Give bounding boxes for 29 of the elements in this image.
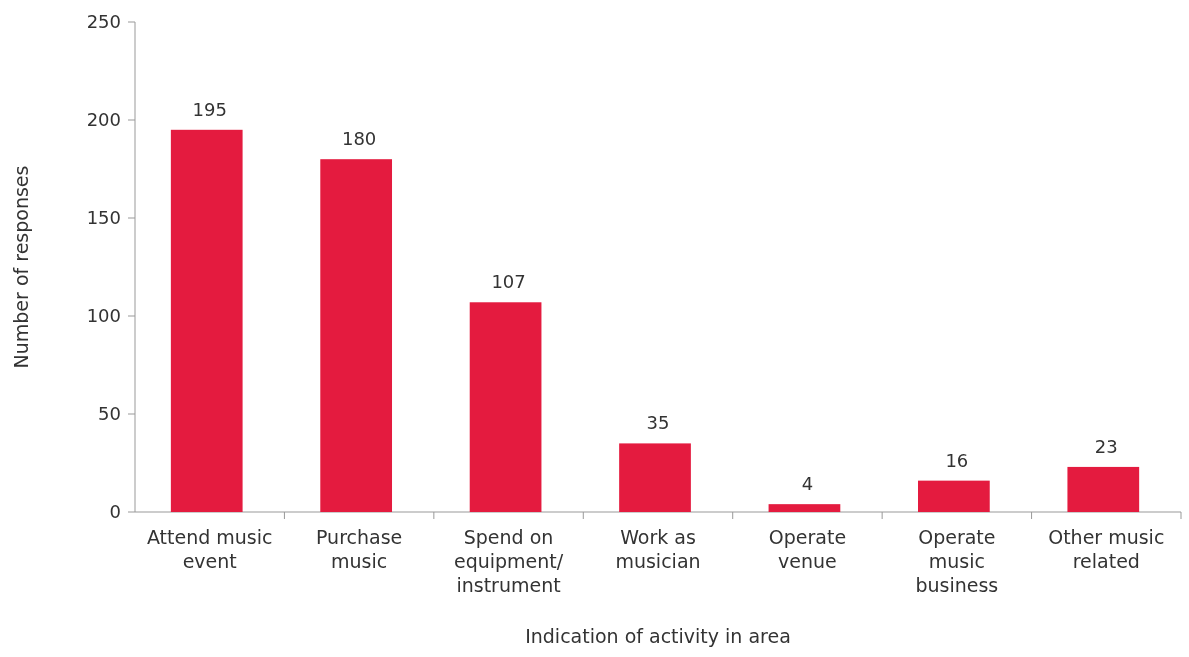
x-tick-label: Spend on equipment/ instrument [453, 526, 564, 596]
bar [918, 480, 990, 512]
data-label: 180 [341, 128, 377, 150]
data-label: 16 [945, 449, 969, 471]
x-tick-label: Purchase music [316, 526, 403, 572]
data-label: 4 [801, 473, 814, 495]
bar [768, 504, 841, 512]
data-label: 107 [491, 271, 526, 293]
bar [619, 443, 691, 512]
bar [320, 159, 393, 512]
data-label: 195 [192, 98, 227, 120]
x-tick-label: Attend music event [146, 526, 273, 572]
y-tick-label: 250 [86, 11, 121, 33]
y-tick-label: 200 [86, 109, 121, 131]
x-tick-label: Work as musician [615, 526, 701, 572]
bar [1067, 466, 1140, 512]
x-tick-label: Operate music business [915, 526, 999, 596]
y-tick-label: 50 [98, 403, 121, 425]
y-axis-title: Number of responses [10, 165, 32, 369]
x-tick-label: Other music related [1048, 526, 1165, 572]
y-tick-label: 100 [86, 305, 121, 327]
bar [170, 129, 243, 512]
y-tick-label: 0 [109, 501, 121, 523]
y-tick-label: 150 [86, 207, 121, 229]
x-axis-title: Indication of activity in area [525, 625, 791, 647]
bar [469, 302, 542, 512]
data-label: 35 [646, 412, 670, 434]
x-tick-label: Operate venue [768, 526, 847, 572]
data-label: 23 [1094, 435, 1118, 457]
